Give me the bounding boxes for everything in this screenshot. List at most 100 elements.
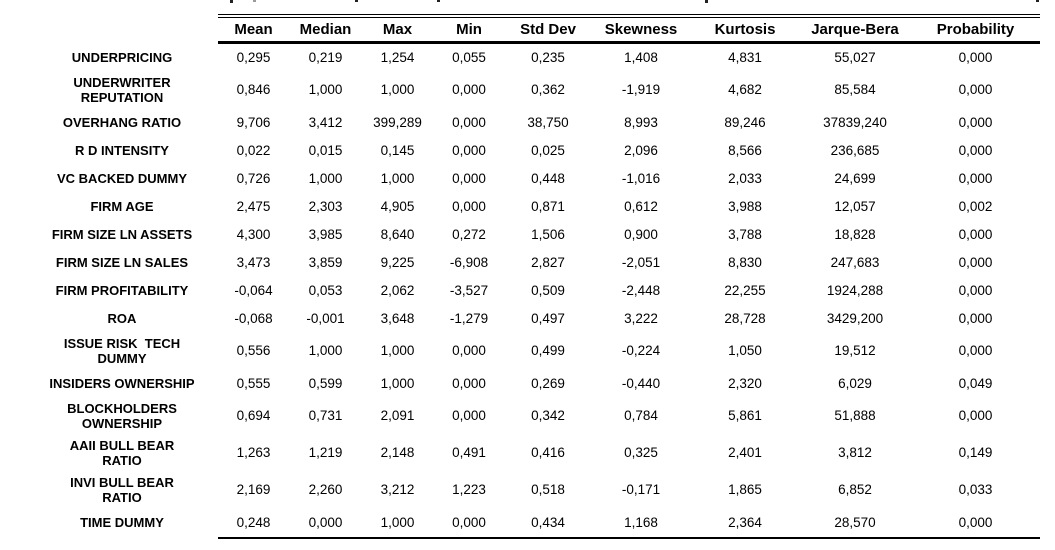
value-cell: -6,908 xyxy=(449,254,489,270)
row-label: ROA xyxy=(107,311,137,326)
value-cell: 3,859 xyxy=(308,254,343,270)
value-cell: 2,401 xyxy=(728,445,762,460)
value-cell: -0,440 xyxy=(621,375,661,391)
value-cell: 12,057 xyxy=(834,198,876,214)
row-label: OVERHANG RATIO xyxy=(62,115,182,130)
value-cell: 18,828 xyxy=(834,226,876,242)
value-cell: 0,000 xyxy=(958,310,993,326)
value-cell: 2,364 xyxy=(728,514,762,530)
value-cell: 0,000 xyxy=(452,343,486,358)
value-cell: 6,029 xyxy=(838,375,872,391)
table-row: INVI BULL BEAR RATIO 2,169 2,260 3,212 1,223… xyxy=(0,472,1040,509)
value-cell: 0,900 xyxy=(624,226,658,242)
value-cell: 89,246 xyxy=(724,114,766,130)
value-cell: -1,016 xyxy=(621,170,661,186)
value-cell: 4,300 xyxy=(236,226,271,242)
column-header: Mean xyxy=(234,21,273,38)
value-cell: 1,219 xyxy=(308,445,343,460)
value-cell: 55,027 xyxy=(834,49,876,65)
value-cell: 1,050 xyxy=(728,343,762,358)
value-cell: 0,295 xyxy=(236,49,271,65)
row-label: FIRM PROFITABILITY xyxy=(55,283,189,298)
value-cell: 0,002 xyxy=(958,198,993,214)
value-cell: 0,726 xyxy=(236,170,271,186)
value-cell: 0,362 xyxy=(531,82,565,97)
value-cell: 3,812 xyxy=(838,445,872,460)
value-cell: 0,000 xyxy=(958,82,993,97)
value-cell: -2,051 xyxy=(621,254,661,270)
row-label: AAII BULL BEAR RATIO xyxy=(69,438,175,468)
value-cell: 0,272 xyxy=(452,226,486,242)
table-row: ROA -0,068 -0,001 3,648 -1,279 0,497 3,222 28,7… xyxy=(0,305,1040,333)
value-cell: 22,255 xyxy=(724,282,766,298)
row-label: R D INTENSITY xyxy=(75,143,169,158)
value-cell: 399,289 xyxy=(373,114,422,130)
value-cell: 8,640 xyxy=(380,226,415,242)
value-cell: 0,053 xyxy=(308,282,343,298)
table-row: ISSUE RISK TECH DUMMY 0,556 1,000 1,000 0,00… xyxy=(0,333,1040,370)
value-cell: 0,000 xyxy=(452,408,486,423)
value-cell: 0,000 xyxy=(308,514,343,530)
value-cell: 1,000 xyxy=(380,343,415,358)
value-cell: 247,683 xyxy=(830,254,880,270)
value-cell: 85,584 xyxy=(834,82,876,97)
table-row: FIRM SIZE LN SALES 3,473 3,859 9,225 -6,908 2… xyxy=(0,249,1040,277)
value-cell: 0,000 xyxy=(958,114,993,130)
value-cell: 0,000 xyxy=(958,170,993,186)
value-cell: 0,033 xyxy=(958,482,993,497)
value-cell: 2,827 xyxy=(531,254,565,270)
row-label: FIRM AGE xyxy=(90,199,154,214)
cropped-text-artifact xyxy=(0,0,1055,5)
value-cell: 1,000 xyxy=(308,343,343,358)
table-row: FIRM SIZE LN ASSETS 4,300 3,985 8,640 0,272 1… xyxy=(0,221,1040,249)
value-cell: 8,566 xyxy=(728,142,762,158)
value-cell: 0,518 xyxy=(531,482,565,497)
value-cell: 0,434 xyxy=(531,514,565,530)
column-header: Max xyxy=(382,21,413,38)
column-header: Std Dev xyxy=(520,21,576,38)
value-cell: -3,527 xyxy=(449,282,489,298)
value-cell: 0,145 xyxy=(380,142,415,158)
column-header: Min xyxy=(456,21,482,38)
value-cell: 0,694 xyxy=(236,408,271,423)
value-cell: 51,888 xyxy=(834,408,876,423)
value-cell: 3,222 xyxy=(624,310,658,326)
value-cell: 1924,288 xyxy=(826,282,884,298)
column-header: Probability xyxy=(936,21,1015,38)
value-cell: 3,212 xyxy=(380,482,415,497)
table-row: UNDERWRITER REPUTATION 0,846 1,000 1,000 0,0… xyxy=(0,72,1040,109)
value-cell: 1,000 xyxy=(308,82,343,97)
value-cell: 0,509 xyxy=(531,282,565,298)
value-cell: 8,993 xyxy=(624,114,658,130)
value-cell: 2,096 xyxy=(624,142,658,158)
value-cell: 0,269 xyxy=(531,375,565,391)
value-cell: 0,448 xyxy=(531,170,565,186)
value-cell: 0,731 xyxy=(308,408,343,423)
value-cell: 0,556 xyxy=(236,343,271,358)
value-cell: 0,555 xyxy=(236,375,271,391)
row-label: ISSUE RISK TECH DUMMY xyxy=(63,336,181,366)
value-cell: 0,000 xyxy=(452,514,486,530)
value-cell: 1,000 xyxy=(380,170,415,186)
value-cell: 38,750 xyxy=(527,114,569,130)
value-cell: 2,303 xyxy=(308,198,343,214)
table-row: AAII BULL BEAR RATIO 1,263 1,219 2,148 0,491… xyxy=(0,435,1040,472)
column-header: Skewness xyxy=(604,21,678,38)
value-cell: 2,475 xyxy=(236,198,271,214)
value-cell: 0,015 xyxy=(308,142,343,158)
value-cell: 0,025 xyxy=(531,142,565,158)
value-cell: 0,000 xyxy=(452,375,486,391)
table-top-rule xyxy=(218,14,1040,18)
value-cell: -1,919 xyxy=(621,82,661,97)
value-cell: -2,448 xyxy=(621,282,661,298)
value-cell: 3,648 xyxy=(380,310,415,326)
value-cell: 2,033 xyxy=(728,170,762,186)
value-cell: 1,865 xyxy=(728,482,762,497)
table-header-row: Mean Median Max Min Std Dev Skewness Kurtosis J… xyxy=(0,18,1040,41)
table-row: FIRM AGE 2,475 2,303 4,905 0,000 0,871 0,612 3,… xyxy=(0,193,1040,221)
value-cell: 3,412 xyxy=(308,114,343,130)
value-cell: 0,342 xyxy=(531,408,565,423)
value-cell: 0,000 xyxy=(958,142,993,158)
value-cell: 3429,200 xyxy=(826,310,884,326)
